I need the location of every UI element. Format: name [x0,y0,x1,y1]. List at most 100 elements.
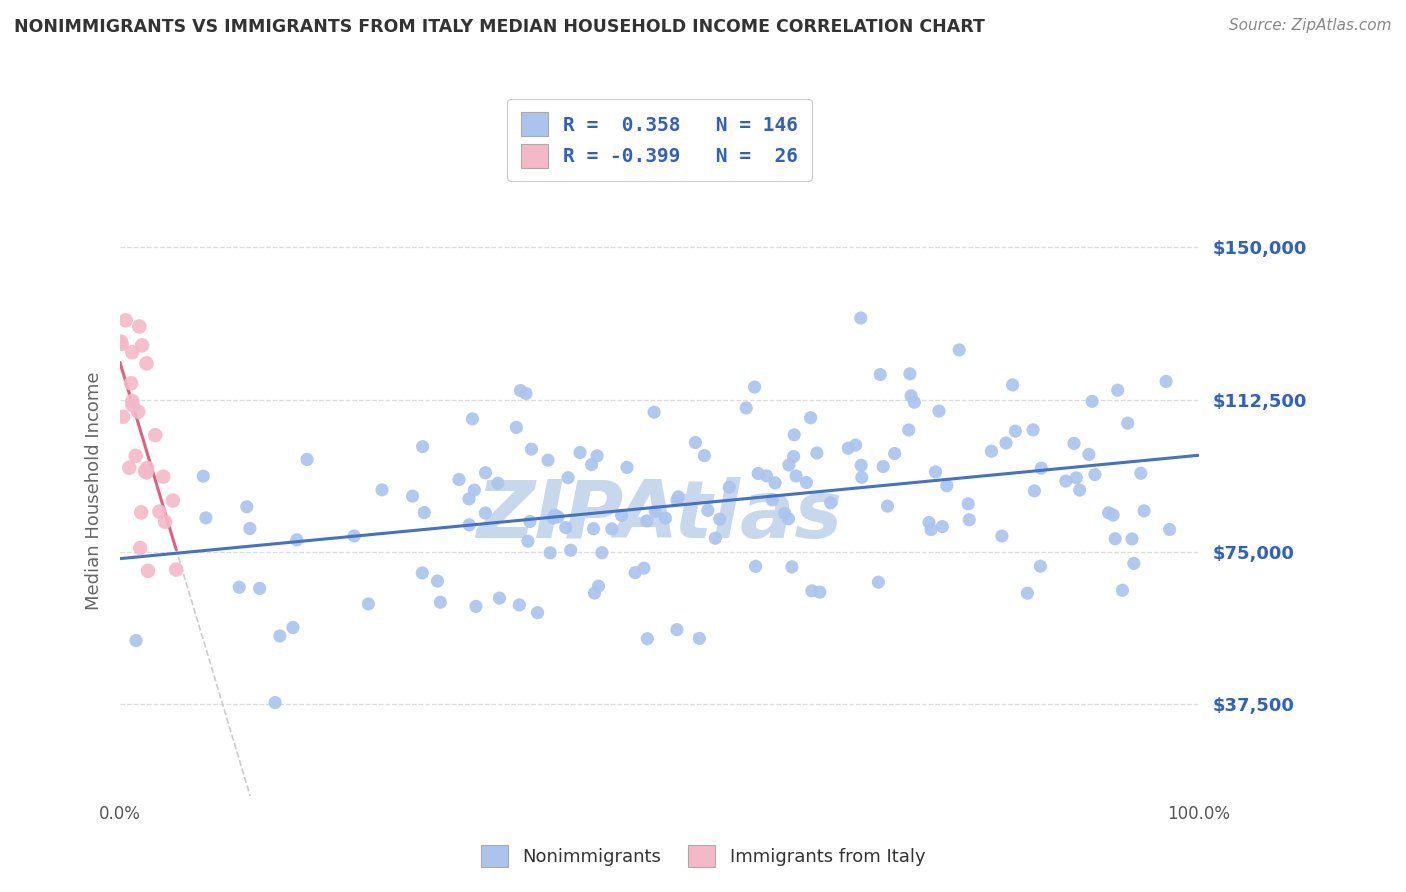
Text: ZIPAtlas: ZIPAtlas [477,476,842,555]
Point [152,469,174,483]
Point [845,438,868,452]
Point [285,533,308,547]
Point [744,380,766,394]
Point [654,511,676,525]
Point [808,585,831,599]
Point [136,564,159,578]
Point [1102,508,1125,522]
Text: Source: ZipAtlas.com: Source: ZipAtlas.com [1229,18,1392,33]
Point [666,493,689,508]
Point [118,460,141,475]
Point [537,453,560,467]
Point [458,517,481,532]
Point [616,460,638,475]
Point [488,591,510,606]
Point [165,563,187,577]
Point [1107,383,1129,397]
Point [162,493,184,508]
Point [129,541,152,555]
Text: NONIMMIGRANTS VS IMMIGRANTS FROM ITALY MEDIAN HOUSEHOLD INCOME CORRELATION CHART: NONIMMIGRANTS VS IMMIGRANTS FROM ITALY M… [14,18,986,36]
Point [110,334,132,349]
Point [709,512,731,526]
Point [544,508,567,523]
Point [718,480,741,494]
Point [581,458,603,472]
Point [560,543,582,558]
Point [1111,583,1133,598]
Point [526,606,548,620]
Point [1031,461,1053,475]
Point [1024,483,1046,498]
Point [153,515,176,529]
Point [931,519,953,533]
Point [474,506,496,520]
Point [876,499,898,513]
Point [665,623,688,637]
Point [465,599,488,614]
Point [1017,586,1039,600]
Point [586,449,609,463]
Point [148,505,170,519]
Point [780,560,803,574]
Legend: R =  0.358   N = 146, R = -0.399   N =  26: R = 0.358 N = 146, R = -0.399 N = 26 [508,99,813,181]
Point [128,319,150,334]
Point [924,465,946,479]
Point [851,470,873,484]
Point [1063,436,1085,450]
Point [806,446,828,460]
Point [820,496,842,510]
Point [486,476,509,491]
Point [588,579,610,593]
Point [783,427,806,442]
Point [1081,394,1104,409]
Point [782,450,804,464]
Point [371,483,394,497]
Point [666,490,689,504]
Point [735,401,758,415]
Point [636,632,658,646]
Point [688,632,710,646]
Point [636,514,658,528]
Point [868,575,890,590]
Point [505,420,527,434]
Point [541,511,564,525]
Point [557,471,579,485]
Point [194,511,217,525]
Point [872,459,894,474]
Point [461,412,484,426]
Point [633,561,655,575]
Point [1121,532,1143,546]
Point [903,395,925,409]
Point [1069,483,1091,497]
Point [1029,559,1052,574]
Point [800,583,823,598]
Point [785,469,807,483]
Point [957,513,980,527]
Point [991,529,1014,543]
Point [704,531,727,545]
Point [463,483,485,497]
Point [249,582,271,596]
Point [547,509,569,524]
Point [136,461,159,475]
Point [900,389,922,403]
Point [928,404,950,418]
Point [135,466,157,480]
Point [591,546,613,560]
Y-axis label: Median Household Income: Median Household Income [86,372,103,610]
Point [508,598,530,612]
Point [920,523,942,537]
Point [429,595,451,609]
Point [935,479,957,493]
Point [693,449,716,463]
Point [980,444,1002,458]
Point [131,338,153,352]
Point [134,464,156,478]
Point [515,386,537,401]
Point [624,566,647,580]
Point [569,445,592,459]
Point [343,529,366,543]
Point [120,376,142,391]
Point [121,398,143,412]
Point [685,435,707,450]
